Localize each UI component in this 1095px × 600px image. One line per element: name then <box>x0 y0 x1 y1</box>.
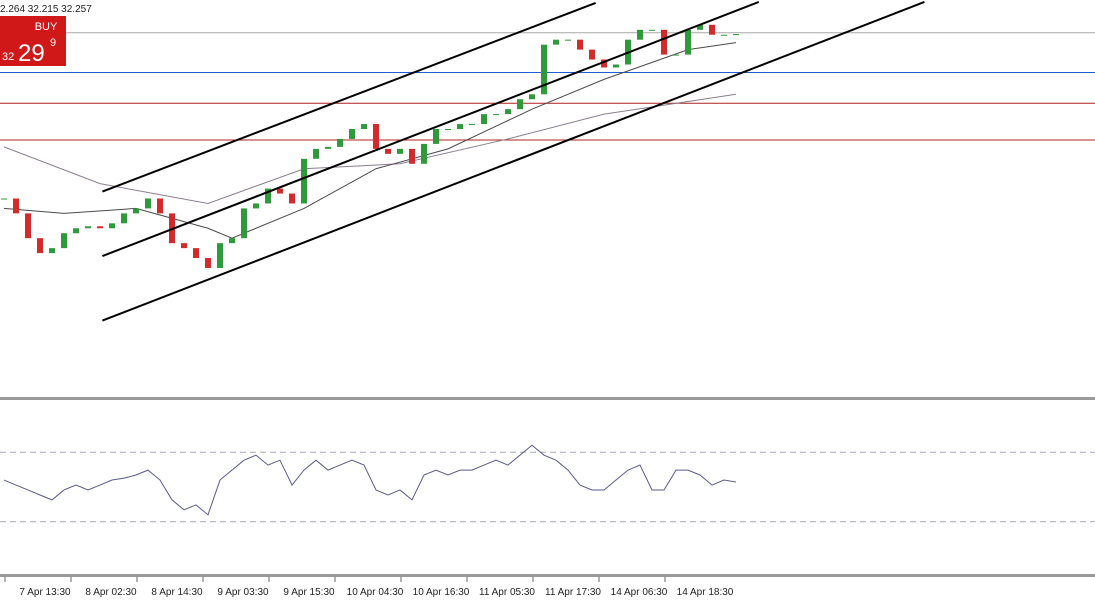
x-tick-label: 11 Apr 17:30 <box>545 587 601 598</box>
x-tick-label: 14 Apr 18:30 <box>677 587 734 598</box>
candle <box>265 188 271 204</box>
moving-average <box>3 42 737 239</box>
candle <box>1 198 7 200</box>
x-tick-label: 8 Apr 02:30 <box>85 587 137 598</box>
candle <box>241 208 247 239</box>
candle <box>97 226 103 229</box>
candle <box>193 248 199 259</box>
candle <box>541 44 547 95</box>
channel-line <box>102 1 760 257</box>
candle <box>601 59 607 68</box>
x-tick-label: 9 Apr 15:30 <box>283 587 335 598</box>
x-tick-label: 14 Apr 06:30 <box>611 587 668 598</box>
candle <box>301 158 307 204</box>
candle <box>253 203 259 209</box>
candle <box>733 34 739 36</box>
candle <box>109 223 115 229</box>
candle <box>589 49 595 60</box>
candle <box>481 114 487 125</box>
price-big: 29 <box>18 40 45 67</box>
candle <box>493 114 499 116</box>
candle <box>373 124 379 149</box>
candle <box>409 148 415 164</box>
candle <box>709 24 715 35</box>
candle <box>649 29 655 31</box>
x-tick-label: 8 Apr 14:30 <box>151 587 203 598</box>
channel-line <box>102 1 925 322</box>
candle <box>529 94 535 100</box>
candle <box>565 39 571 41</box>
candle <box>457 124 463 130</box>
candle <box>217 243 223 268</box>
candle <box>13 198 19 214</box>
candle <box>73 228 79 234</box>
candle <box>433 129 439 144</box>
candle <box>469 124 475 126</box>
candle <box>445 129 451 131</box>
candle <box>517 99 523 110</box>
candle <box>49 248 55 254</box>
candle <box>505 109 511 115</box>
overlay: 2.264 32.215 32.257 BUY 32 29 9 <box>0 4 92 67</box>
candle <box>577 39 583 50</box>
candle <box>637 29 643 40</box>
candle <box>277 188 283 194</box>
candle <box>121 213 127 224</box>
candle <box>289 193 295 204</box>
candle <box>229 238 235 244</box>
quote-header: 2.264 32.215 32.257 <box>0 4 92 15</box>
candle <box>361 124 367 130</box>
pane-separator <box>0 397 1095 400</box>
price-small: 9 <box>50 37 56 49</box>
x-tick-label: 10 Apr 16:30 <box>413 587 470 598</box>
rsi-line <box>3 444 737 516</box>
candle <box>349 129 355 139</box>
candle <box>721 34 727 36</box>
candle <box>697 24 703 30</box>
candle <box>685 29 691 55</box>
candle <box>37 238 43 254</box>
channel-line <box>102 2 596 193</box>
candle <box>325 146 331 149</box>
candle <box>133 208 139 214</box>
candle <box>157 198 163 214</box>
candle <box>181 243 187 249</box>
x-tick-label: 7 Apr 13:30 <box>19 587 71 598</box>
candle <box>25 213 31 239</box>
candle <box>85 226 91 229</box>
candle <box>313 148 319 159</box>
candle <box>673 54 679 56</box>
buy-label[interactable]: BUY <box>35 21 58 33</box>
price-prefix: 32 <box>2 51 14 63</box>
candle <box>205 258 211 268</box>
candle <box>385 148 391 154</box>
pane-separator <box>0 574 1095 577</box>
candle <box>337 138 343 147</box>
x-tick-label: 10 Apr 04:30 <box>347 587 404 598</box>
candle <box>61 233 67 249</box>
moving-average <box>3 93 737 204</box>
x-tick-label: 9 Apr 03:30 <box>217 587 269 598</box>
candle <box>421 143 427 164</box>
x-tick-label: 11 Apr 05:30 <box>479 587 535 598</box>
candle <box>145 198 151 209</box>
candle <box>661 29 667 55</box>
candle <box>553 39 559 45</box>
candle <box>397 148 403 154</box>
candle <box>613 64 619 68</box>
buy-button[interactable] <box>0 16 66 66</box>
